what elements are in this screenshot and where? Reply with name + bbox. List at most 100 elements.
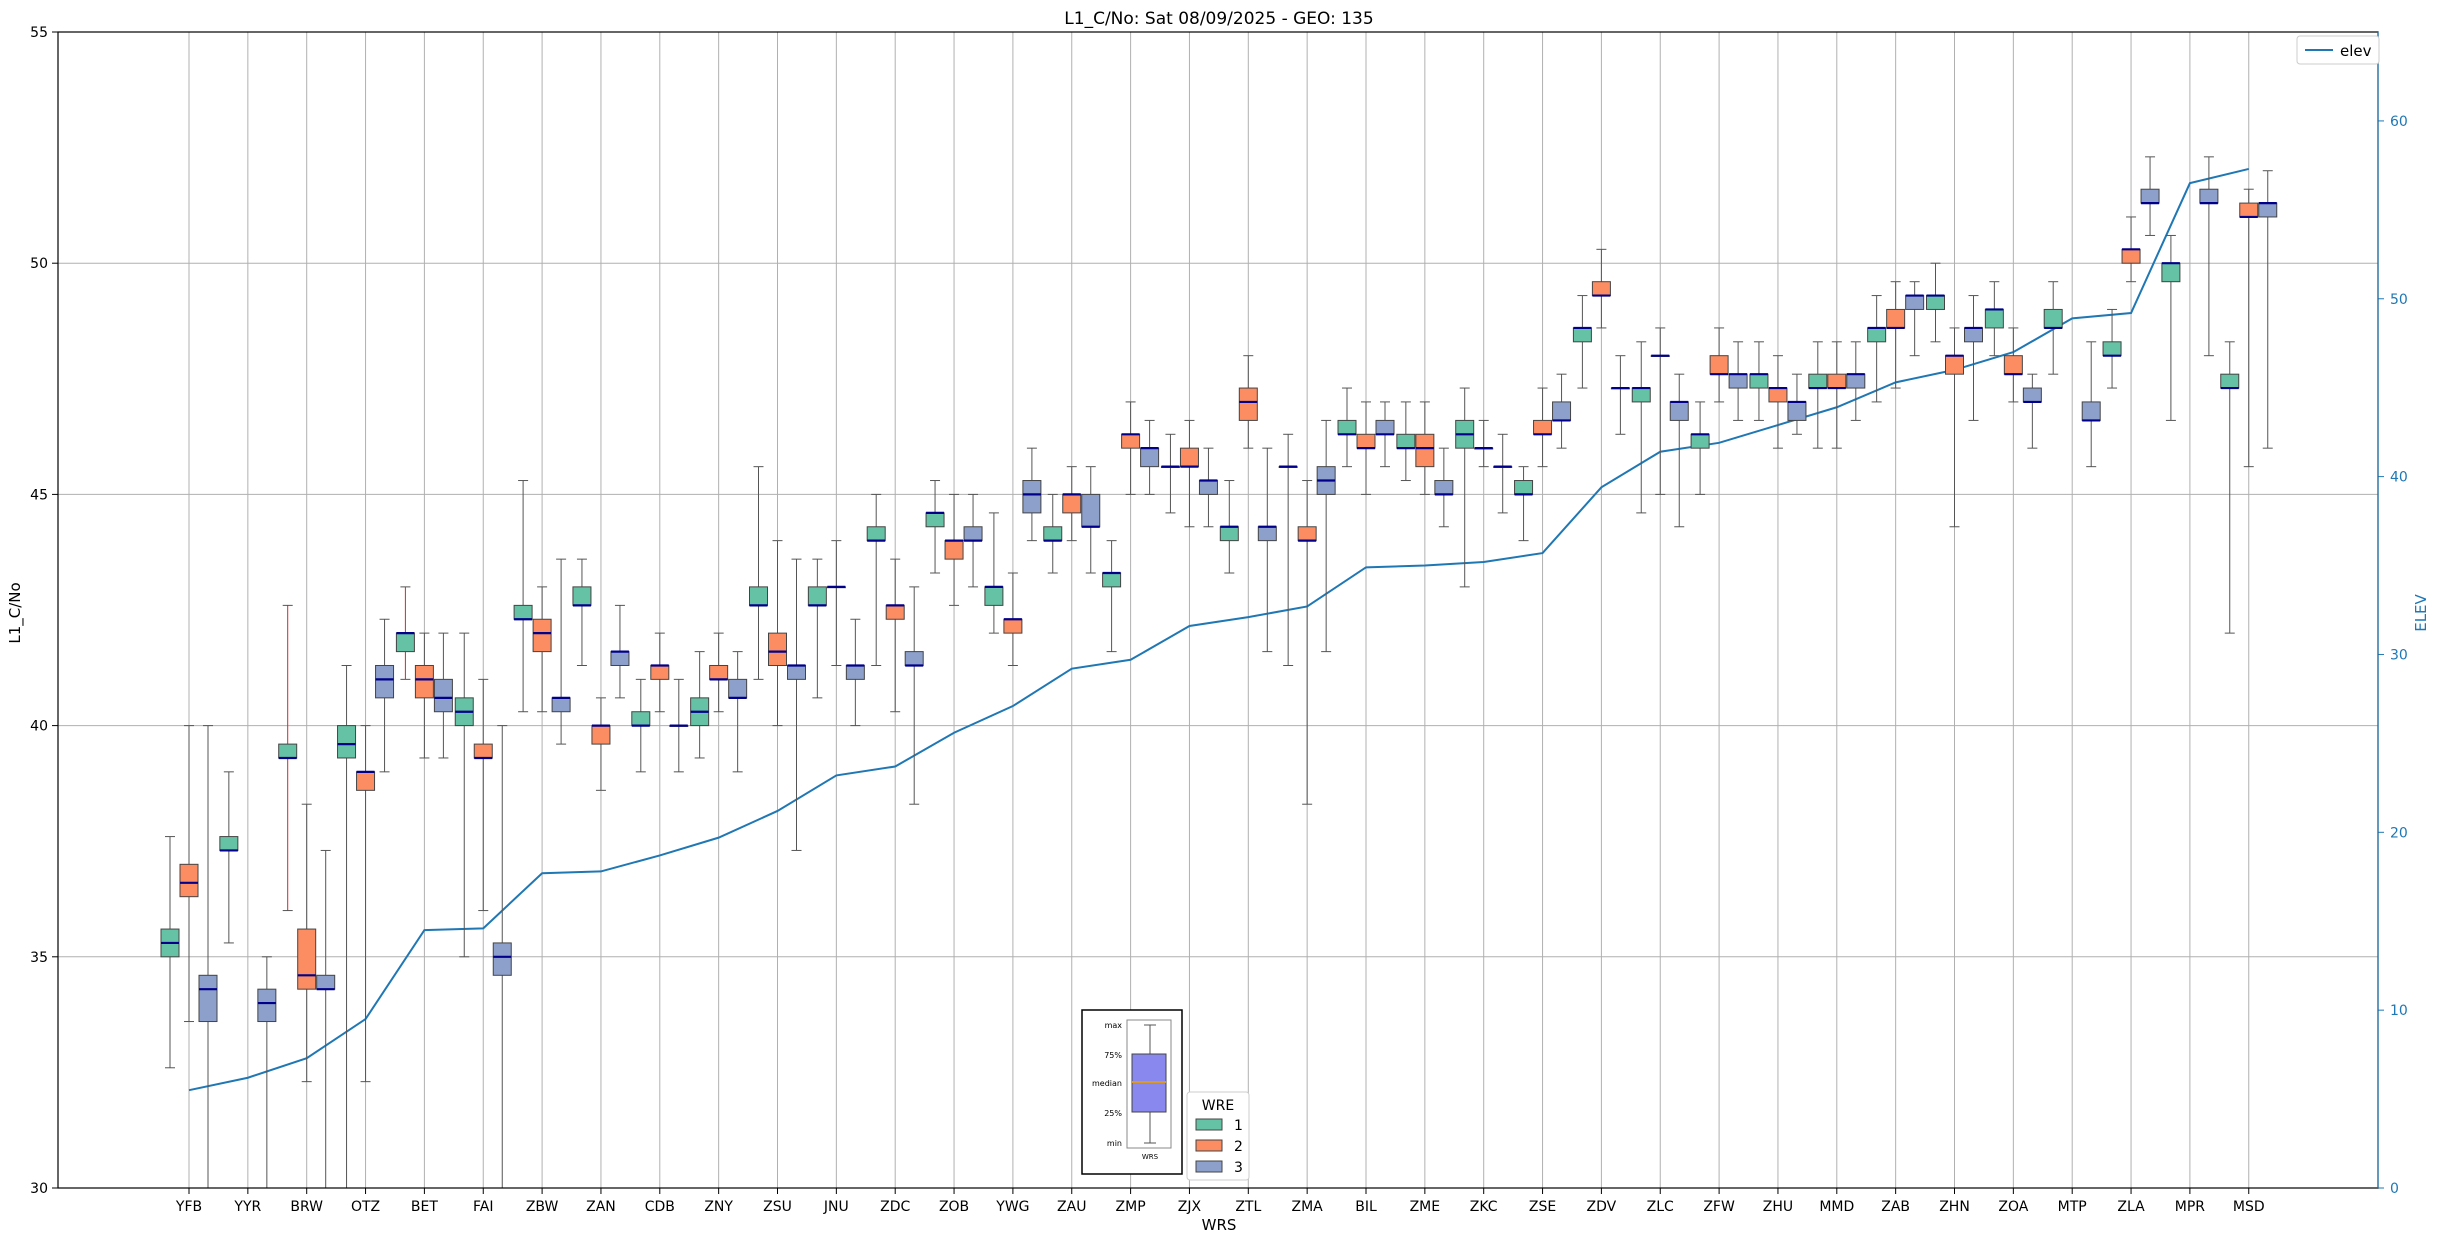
x-tick-label: ZAN [586, 1199, 616, 1215]
box-body [925, 512, 945, 528]
box-ZMP-wre3 [1140, 419, 1160, 495]
legend-wre: WRE 1 2 3 [1186, 1091, 1250, 1181]
box-body [2140, 188, 2160, 204]
box-body [356, 771, 376, 791]
box-body [1356, 433, 1376, 449]
box-body [2161, 262, 2181, 283]
box-ZSU-wre2 [768, 540, 787, 727]
box-body [2102, 341, 2122, 357]
box-MTP-wre3 [2081, 341, 2101, 468]
box-ZSU-wre1 [749, 466, 768, 680]
box-ZMA-wre3 [1316, 419, 1336, 653]
box-body [728, 678, 748, 699]
box-body [807, 586, 827, 606]
box-body [1179, 447, 1199, 468]
x-tick-label: ZNY [704, 1199, 733, 1215]
box-YFB-wre2 [179, 725, 199, 1023]
x-tick-label: MPR [2175, 1199, 2206, 1215]
box-ZTL-wre3 [1257, 447, 1277, 653]
x-tick-label: MSD [2233, 1199, 2265, 1215]
inset-label-median: median [1092, 1079, 1122, 1088]
box-body [984, 586, 1004, 606]
box-body [2220, 373, 2240, 389]
box-body [1434, 480, 1454, 495]
grid [58, 31, 2378, 1189]
box-MPR-wre3 [2199, 156, 2219, 357]
x-tick-label: ZKC [1470, 1199, 1498, 1215]
box-body [1964, 327, 1983, 343]
legend-wre-title: WRE [1202, 1098, 1234, 1114]
box-body [551, 697, 571, 713]
box-body [1219, 526, 1239, 542]
y-tick-label: 50 [30, 256, 48, 272]
box-ZDV-wre1 [1572, 295, 1592, 389]
box-CDB-wre1 [631, 678, 651, 773]
box-ZHN-wre2 [1945, 327, 1964, 528]
legend-elev-label: elev [2340, 42, 2372, 60]
box-ZTL-wre2 [1238, 355, 1258, 449]
box-OTZ-wre3 [375, 618, 395, 773]
box-ZKC-wre1 [1455, 387, 1475, 588]
x-tick-label: BET [411, 1199, 438, 1215]
box-body [395, 632, 415, 653]
boxes [160, 156, 2278, 1188]
box-body [2022, 387, 2042, 403]
box-ZMP-wre1 [1102, 540, 1122, 653]
box-MMD-wre1 [1808, 341, 1828, 449]
box-BET-wre1 [395, 586, 415, 680]
box-body [1846, 373, 1866, 389]
box-body [2043, 308, 2063, 329]
box-body [650, 664, 670, 680]
box-body [1749, 373, 1769, 389]
box-body [591, 725, 611, 745]
box-YYR-wre1 [219, 771, 239, 944]
box-YWG-wre2 [1003, 572, 1023, 666]
box-body [1375, 419, 1395, 435]
box-ZOA-wre3 [2022, 373, 2042, 449]
box-body [1926, 295, 1945, 310]
box-ZHN-wre1 [1926, 262, 1945, 343]
elev-line [188, 167, 2249, 1092]
legend-wre-label-2: 2 [1234, 1139, 1243, 1155]
inset-label-q3: 75% [1104, 1051, 1122, 1060]
x-tick-label: FAI [473, 1199, 493, 1215]
inset-label-q1: 25% [1104, 1109, 1122, 1118]
box-body [1533, 419, 1553, 435]
x-tick-label: ZHN [1939, 1199, 1970, 1215]
box-body [1631, 387, 1651, 403]
box-body [297, 928, 317, 990]
box-body [1886, 308, 1906, 329]
elev-series [188, 167, 2249, 1092]
box-body [1257, 526, 1277, 542]
x-tick-label: ZBW [526, 1199, 559, 1215]
box-body [1396, 433, 1416, 449]
box-ZME-wre1 [1396, 401, 1416, 482]
box-body [866, 526, 886, 542]
box-ZDC-wre2 [885, 558, 905, 713]
box-body [845, 664, 865, 680]
inset-key: max 75% median 25% min WRS [1081, 1009, 1183, 1175]
inset-label-max: max [1105, 1021, 1123, 1030]
box-ZAU-wre3 [1081, 466, 1101, 574]
box-BIL-wre1 [1337, 387, 1357, 468]
box-body [1572, 327, 1592, 343]
box-ZLA-wre2 [2121, 216, 2141, 283]
box-body [278, 743, 298, 759]
legend-swatch-2 [1195, 1139, 1223, 1152]
box-ZME-wre3 [1434, 447, 1454, 528]
box-body [1690, 433, 1710, 449]
box-body [257, 988, 277, 1023]
box-YYR-wre3 [257, 956, 277, 1188]
x-tick-label: BIL [1355, 1199, 1377, 1215]
x-tick-label: ZDC [880, 1199, 910, 1215]
x-tick-label: YWG [995, 1199, 1029, 1215]
box-ZSU-wre3 [787, 558, 806, 851]
box-ZBW-wre2 [532, 586, 552, 713]
y-right-tick-label: 60 [2390, 114, 2408, 130]
box-body [433, 678, 453, 713]
box-body [414, 664, 434, 699]
box-ZBW-wre1 [513, 480, 533, 713]
box-ZKC-wre2 [1474, 419, 1494, 468]
box-body [219, 836, 239, 851]
